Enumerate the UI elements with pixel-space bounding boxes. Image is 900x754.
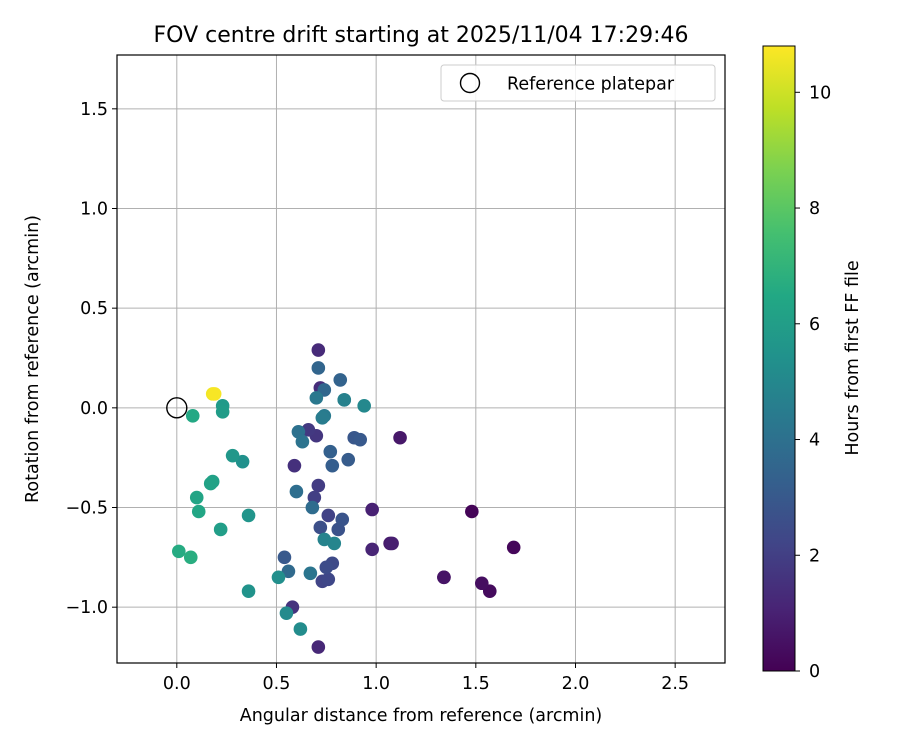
data-point (333, 373, 347, 387)
y-tick-label: 0.0 (80, 399, 108, 419)
chart-title: FOV centre drift starting at 2025/11/04 … (154, 23, 689, 48)
data-point (437, 570, 451, 584)
colorbar-tick-label: 8 (809, 199, 820, 219)
data-point (208, 387, 222, 401)
data-point (327, 537, 341, 551)
x-tick-label: 0.5 (263, 674, 291, 694)
data-point (214, 523, 228, 537)
legend-label: Reference platepar (507, 75, 675, 95)
data-point (365, 503, 379, 517)
data-point (357, 399, 371, 413)
data-point (290, 485, 304, 499)
x-tick-label: 1.0 (362, 674, 390, 694)
data-point (393, 431, 407, 445)
data-point (316, 411, 330, 425)
data-point (294, 622, 308, 636)
colorbar-tick-label: 6 (809, 315, 820, 335)
data-point (280, 606, 294, 620)
data-point (323, 445, 337, 459)
data-point (172, 545, 186, 559)
y-tick-label: −1.0 (66, 598, 109, 618)
data-point (184, 551, 198, 565)
data-point (322, 509, 336, 523)
data-point (242, 584, 256, 598)
x-tick-label: 2.0 (562, 674, 590, 694)
data-point (204, 477, 218, 491)
data-point (226, 449, 240, 463)
data-point (341, 453, 355, 467)
data-point (216, 405, 230, 419)
data-point (278, 551, 292, 565)
data-point (325, 459, 339, 473)
colorbar-tick-label: 2 (809, 546, 820, 566)
data-point (322, 572, 336, 586)
x-tick-label: 1.5 (462, 674, 490, 694)
data-point (242, 509, 256, 523)
data-point (192, 505, 206, 519)
data-point (310, 391, 324, 405)
colorbar-label: Hours from first FF file (843, 260, 863, 455)
colorbar-tick-label: 4 (809, 431, 820, 451)
data-point (312, 479, 326, 493)
data-point (507, 541, 521, 555)
colorbar-gradient (763, 46, 795, 671)
data-point (190, 491, 204, 505)
data-point (353, 433, 367, 447)
data-point (337, 393, 351, 407)
data-point (365, 543, 379, 557)
y-tick-label: −0.5 (66, 499, 109, 519)
x-tick-label: 0.0 (163, 674, 191, 694)
data-point (475, 576, 489, 590)
data-point (335, 513, 349, 527)
data-point (304, 566, 318, 580)
data-point (272, 570, 286, 584)
data-point (312, 640, 326, 654)
scatter-chart: FOV centre drift starting at 2025/11/04 … (0, 0, 900, 750)
y-tick-label: 1.5 (80, 100, 108, 120)
data-point (296, 435, 310, 449)
legend: Reference platepar (441, 65, 715, 101)
data-point (288, 459, 302, 473)
data-point (385, 537, 399, 551)
x-tick-label: 2.5 (661, 674, 689, 694)
colorbar-tick-label: 0 (809, 662, 820, 682)
y-tick-label: 0.5 (80, 299, 108, 319)
data-point (314, 521, 328, 535)
data-point (306, 501, 320, 515)
data-point (320, 561, 334, 575)
data-point (312, 343, 326, 357)
y-axis-label: Rotation from reference (arcmin) (23, 215, 43, 503)
data-point (186, 409, 200, 423)
y-tick-label: 1.0 (80, 199, 108, 219)
data-point (465, 505, 479, 519)
data-point (312, 361, 326, 375)
x-axis-label: Angular distance from reference (arcmin) (240, 706, 603, 726)
colorbar-tick-label: 10 (809, 83, 831, 103)
